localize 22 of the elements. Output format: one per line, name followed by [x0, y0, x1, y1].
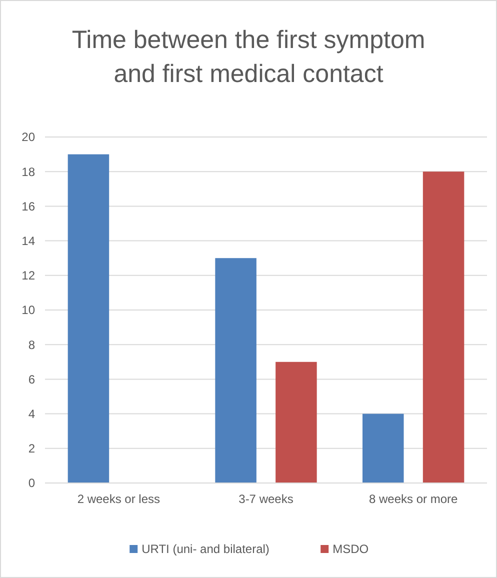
y-tick-label: 14 [22, 234, 36, 248]
y-tick-label: 12 [22, 268, 36, 283]
bar [422, 172, 464, 483]
x-tick-label: 8 weeks or more [368, 492, 458, 506]
chart-title: Time between the first symptom and first medical contact [72, 26, 426, 88]
bar [362, 414, 404, 483]
y-tick-label: 4 [28, 407, 36, 421]
x-tick-label: 3-7 weeks [238, 492, 294, 506]
x-tick-label: 2 weeks or less [77, 492, 160, 506]
y-tick-label: 20 [22, 130, 36, 144]
bar [276, 362, 317, 483]
y-tick-label: 2 [28, 442, 36, 456]
legend-label: URTI (uni- and bilateral) [142, 542, 270, 556]
legend-label: MSDO [332, 542, 369, 556]
bar [215, 258, 256, 483]
y-tick-label: 6 [28, 372, 36, 386]
y-tick-label: 0 [28, 476, 36, 490]
y-tick-label: 8 [28, 338, 36, 352]
y-tick-label: 10 [22, 303, 36, 318]
y-tick-label: 18 [22, 164, 36, 179]
bar [68, 154, 110, 483]
y-tick-label: 16 [22, 199, 36, 214]
